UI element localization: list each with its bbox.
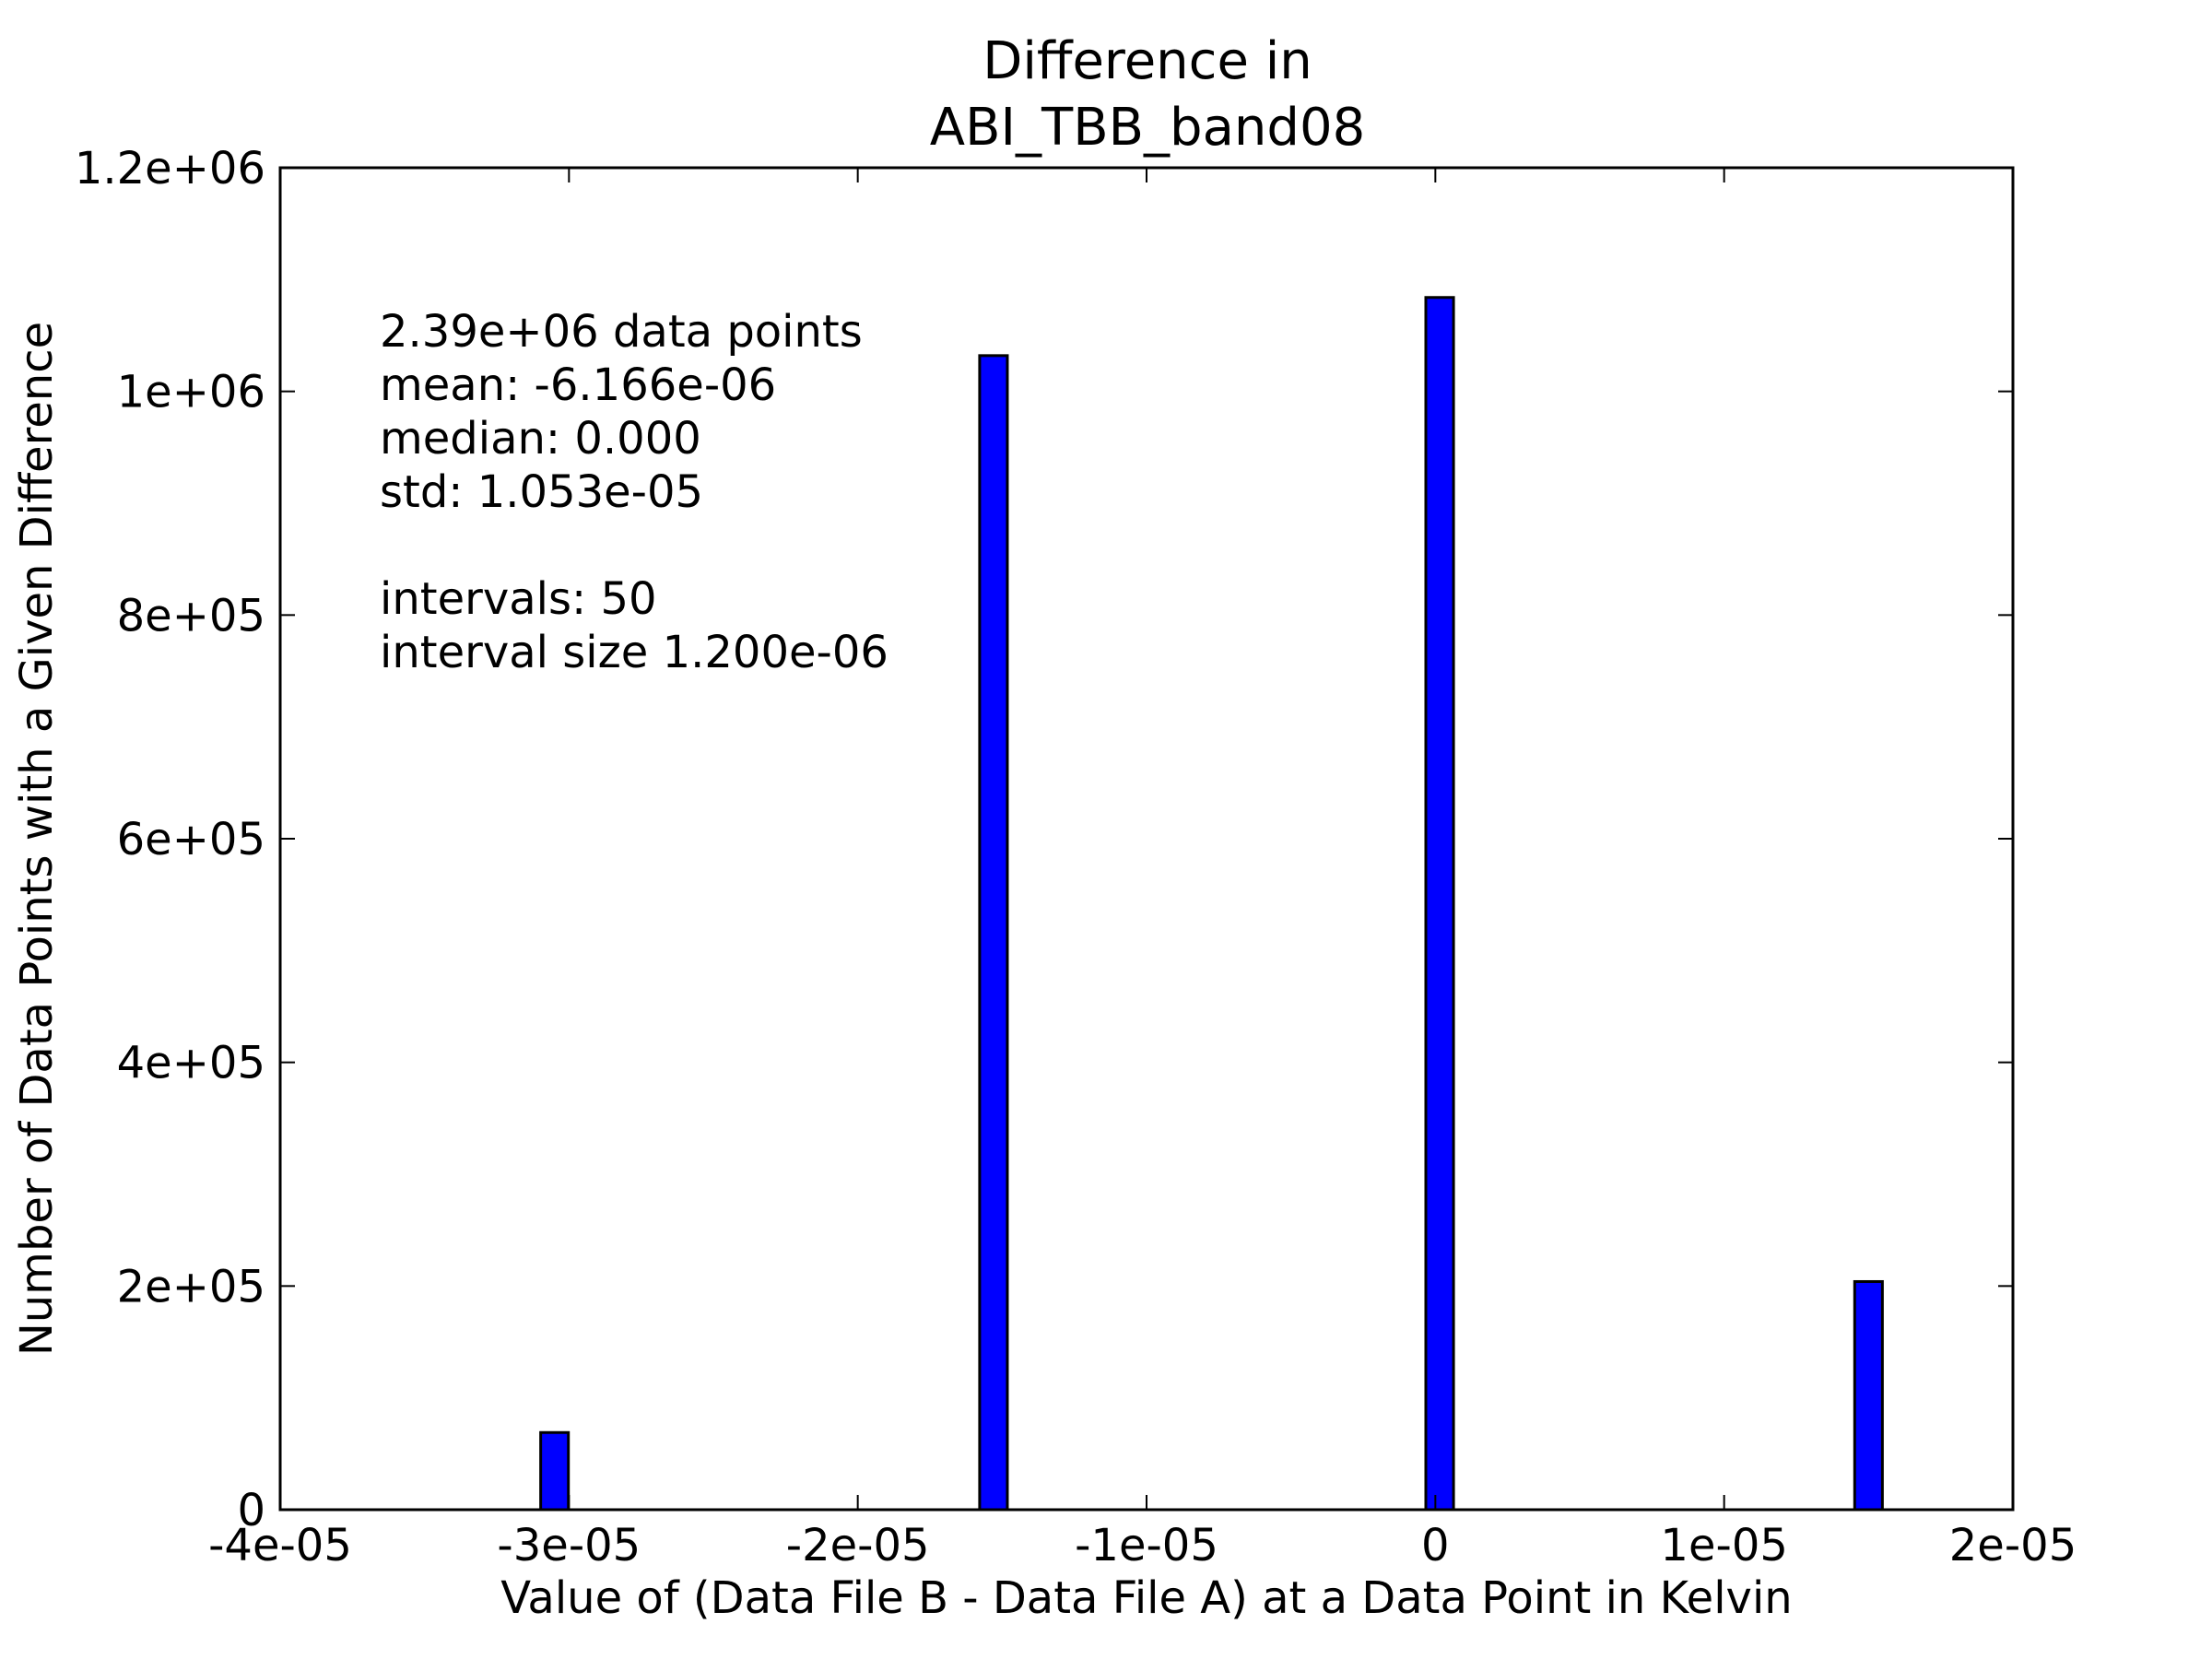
annotation-line: interval size 1.200e-06 <box>380 627 888 678</box>
histogram-bar <box>539 1430 571 1512</box>
stats-annotation: 2.39e+06 data points mean: -6.166e-06 me… <box>380 306 888 678</box>
y-tick-label: 8e+05 <box>117 590 265 641</box>
y-tick-label: 0 <box>237 1485 265 1536</box>
y-tick-label: 1.2e+06 <box>75 143 265 194</box>
x-axis-label: Value of (Data File B - Data File A) at … <box>500 1572 1792 1624</box>
annotation-line: std: 1.053e-05 <box>380 466 703 518</box>
y-axis-label: Number of Data Points with a Given Diffe… <box>11 322 63 1356</box>
chart-title-line-2: ABI_TBB_band08 <box>930 98 1365 158</box>
y-tick-label: 1e+06 <box>117 367 265 418</box>
histogram-bar <box>1424 296 1455 1512</box>
x-tick-label: 0 <box>1421 1520 1450 1571</box>
annotation-line: intervals: 50 <box>380 573 657 625</box>
chart-title-line-1: Difference in <box>982 31 1312 91</box>
annotation-line: median: 0.000 <box>380 413 701 465</box>
ticks-group: -4e-05 -3e-05 -2e-05 -1e-05 0 1e-05 2e-05 0 2e+0… <box>75 143 2077 1571</box>
annotation-line: mean: -6.166e-06 <box>380 359 776 411</box>
x-tick-label: -3e-05 <box>497 1520 641 1571</box>
x-tick-label: -1e-05 <box>1075 1520 1218 1571</box>
x-tick-label: 1e-05 <box>1660 1520 1787 1571</box>
histogram-bar <box>1853 1279 1884 1512</box>
y-tick-label: 4e+05 <box>117 1038 265 1089</box>
bars-group <box>539 296 1884 1512</box>
y-tick-label: 2e+05 <box>117 1261 265 1312</box>
annotation-line: 2.39e+06 data points <box>380 306 863 358</box>
x-tick-label: -2e-05 <box>786 1520 930 1571</box>
y-tick-label: 6e+05 <box>117 814 265 865</box>
x-tick-label: 2e-05 <box>1949 1520 2077 1571</box>
x-tick-label: -4e-05 <box>208 1520 352 1571</box>
histogram-bar <box>978 354 1009 1512</box>
